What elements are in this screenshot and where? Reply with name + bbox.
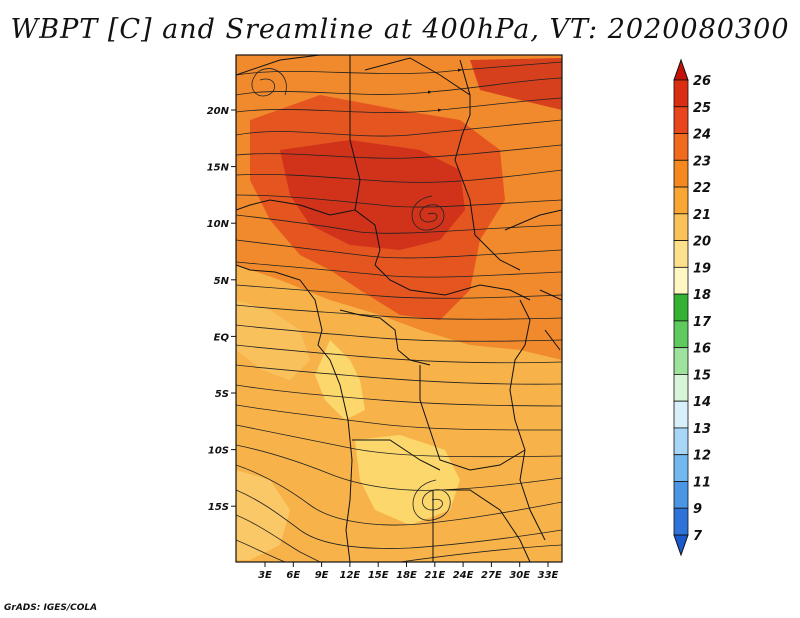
colorbar-label: 25 — [693, 101, 711, 116]
colorbar-swatch — [673, 427, 689, 456]
colorbar-label: 15 — [693, 368, 711, 383]
colorbar-label: 7 — [693, 529, 703, 544]
colorbar-swatch — [673, 481, 689, 509]
lat-label: 15S — [208, 502, 229, 513]
colorbar-swatch — [673, 186, 689, 215]
map-area — [236, 55, 562, 562]
fill-yellow-central — [315, 340, 365, 420]
fill-deep-red — [280, 140, 465, 250]
lon-label: 3E — [258, 570, 272, 581]
map-title: WBPT [C] and Sreamline at 400hPa, VT: 20… — [10, 14, 790, 45]
lat-label: 15N — [207, 163, 230, 174]
lon-label: 21E — [424, 570, 445, 581]
lat-label: 10S — [208, 446, 229, 457]
colorbar-swatch — [673, 400, 689, 429]
lon-label: 33E — [538, 570, 559, 581]
colorbar-label: 11 — [693, 475, 711, 490]
lat-label: 5S — [215, 389, 229, 400]
colorbar-label: 24 — [693, 128, 711, 143]
streamlines — [236, 61, 562, 562]
fill-light-orange-west — [236, 300, 310, 380]
colorbar-label: 13 — [693, 422, 711, 437]
lon-label: 12E — [340, 570, 361, 581]
colorbar-label: 22 — [693, 181, 711, 196]
lon-label: 30E — [509, 570, 530, 581]
colorbar-swatch — [673, 507, 689, 536]
colorbar-swatch — [673, 133, 689, 161]
colorbar-swatch — [673, 79, 689, 108]
colorbar-label: 21 — [693, 208, 711, 223]
lat-label: 5N — [214, 276, 230, 287]
colorbar-swatch — [673, 159, 689, 188]
lon-label: 9E — [315, 570, 329, 581]
colorbar-swatch — [673, 266, 689, 295]
lon-label: 6E — [286, 570, 300, 581]
colorbar-label: 16 — [693, 342, 711, 357]
colorbar-legend: 26 25 24 23 22 21 20 19 18 17 16 15 14 13 12 11 9 7 — [673, 58, 712, 557]
lat-label: 10N — [207, 219, 230, 230]
lon-label: 15E — [368, 570, 389, 581]
lon-label: 18E — [396, 570, 417, 581]
colorbar-label: 12 — [693, 449, 711, 464]
colorbar-swatch — [673, 240, 689, 268]
colorbar-swatch — [673, 347, 689, 375]
colorbar-swatch — [673, 374, 689, 402]
colorbar-bottom-arrow — [673, 534, 689, 557]
colorbar-label: 9 — [693, 502, 702, 517]
fill-yellow-south — [355, 435, 460, 525]
lon-label: 24E — [453, 570, 474, 581]
latitude-axis: 20N 15N 10N 5N EQ 5S 10S 15S — [207, 106, 236, 513]
country-borders — [236, 55, 562, 562]
lat-label: EQ — [214, 332, 230, 343]
longitude-axis: 3E 6E 9E 12E 15E 18E 21E 24E 27E 30E 33E — [258, 562, 559, 581]
lon-label: 27E — [481, 570, 502, 581]
colorbar-label: 17 — [693, 315, 712, 330]
colorbar-label: 18 — [693, 288, 711, 303]
colorbar-top-arrow — [673, 58, 689, 81]
colorbar-swatch — [673, 320, 689, 349]
colorbar-swatch — [673, 293, 689, 322]
colorbar-swatch — [673, 454, 689, 482]
colorbar-swatch — [673, 106, 689, 134]
colorbar-label: 14 — [693, 395, 711, 410]
colorbar-label: 23 — [693, 154, 711, 169]
grads-credit: GrADS: IGES/COLA — [4, 603, 98, 613]
colorbar-label: 20 — [693, 235, 711, 250]
colorbar-label: 26 — [693, 74, 711, 89]
map-frame — [235, 54, 563, 563]
colorbar-label: 19 — [693, 261, 711, 276]
colorbar-swatch — [673, 213, 689, 241]
fill-deep-red-ne — [470, 58, 562, 110]
lat-label: 20N — [207, 106, 230, 117]
